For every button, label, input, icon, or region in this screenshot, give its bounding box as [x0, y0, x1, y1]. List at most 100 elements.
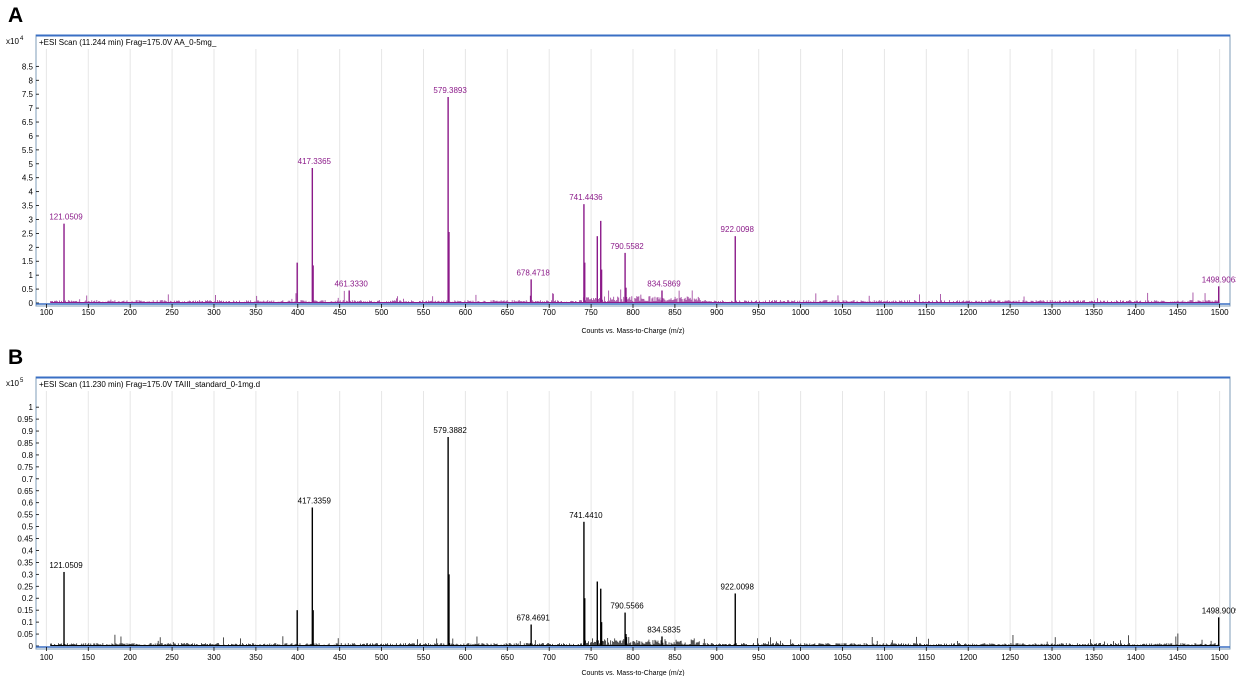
x-tick-label: 750: [584, 653, 598, 662]
x-tick-label: 1350: [1085, 653, 1103, 662]
peak-label: 834.5835: [647, 625, 681, 634]
peak-label: 790.5582: [610, 242, 644, 251]
peak-label: 417.3359: [298, 496, 332, 505]
x-tick-label: 850: [668, 653, 682, 662]
x-tick-label: 900: [710, 308, 724, 317]
y-tick-label: 6.5: [22, 118, 34, 127]
y-tick-label: 0.5: [22, 523, 34, 532]
x-tick-label: 1350: [1085, 308, 1103, 317]
x-tick-label: 750: [584, 308, 598, 317]
y-tick-label: 0.3: [22, 570, 34, 579]
x-tick-label: 1000: [792, 308, 810, 317]
y-tick-label: 0: [29, 642, 34, 651]
y-tick-label: 2: [29, 243, 34, 252]
y-tick-label: 0.8: [22, 451, 34, 460]
y-tick-label: 4: [29, 188, 34, 197]
y-tick-label: 0: [29, 299, 34, 308]
x-tick-label: 650: [501, 308, 515, 317]
scan-title: +ESI Scan (11.230 min) Frag=175.0V TAIII…: [39, 380, 260, 389]
y-tick-label: 2.5: [22, 229, 34, 238]
y-tick-label: 8.5: [22, 62, 34, 71]
x-tick-label: 600: [459, 653, 473, 662]
x-tick-label: 1450: [1169, 653, 1187, 662]
peak-label: 579.3882: [433, 426, 467, 435]
x-tick-label: 300: [207, 653, 221, 662]
x-tick-label: 500: [375, 308, 389, 317]
y-tick-label: 0.65: [17, 487, 33, 496]
x-tick-label: 1400: [1127, 308, 1145, 317]
panel-letter: A: [8, 4, 23, 27]
x-tick-label: 1300: [1043, 653, 1061, 662]
x-tick-label: 1100: [876, 653, 894, 662]
y-tick-label: 3: [29, 215, 34, 224]
y-tick-label: 0.85: [17, 439, 33, 448]
y-tick-label: 0.1: [22, 618, 34, 627]
x-tick-label: 1500: [1211, 308, 1229, 317]
peak-label: 121.0509: [49, 213, 83, 222]
x-tick-label: 350: [249, 653, 263, 662]
y-multiplier-base: x10: [6, 379, 19, 388]
spectrum-panel-b: B +ESI Scan (11.230 min) Frag=175.0V TAII…: [6, 346, 1236, 676]
x-tick-label: 600: [459, 308, 473, 317]
y-tick-label: 1.5: [22, 257, 34, 266]
panel-letter: B: [8, 346, 23, 369]
y-tick-label: 0.15: [17, 606, 33, 615]
x-tick-label: 150: [82, 308, 96, 317]
x-tick-label: 300: [207, 308, 221, 317]
y-multiplier-exponent: 5: [20, 378, 24, 384]
y-tick-label: 0.2: [22, 594, 34, 603]
y-tick-label: 5: [29, 160, 34, 169]
x-tick-label: 200: [124, 308, 138, 317]
x-axis-title: Counts vs. Mass-to-Charge (m/z): [581, 328, 684, 335]
x-tick-label: 900: [710, 653, 724, 662]
x-tick-label: 1200: [959, 653, 977, 662]
y-tick-label: 0.95: [17, 415, 33, 424]
y-tick-label: 0.6: [22, 499, 34, 508]
x-tick-label: 250: [165, 308, 179, 317]
y-tick-label: 0.4: [22, 546, 34, 555]
x-tick-label: 1100: [876, 308, 894, 317]
peak-label: 417.3365: [298, 157, 332, 166]
spectrum-panel-a: A +ESI Scan (11.244 min) Frag=175.0V AA_0…: [6, 4, 1236, 335]
x-tick-label: 100: [40, 653, 54, 662]
x-tick-label: 100: [40, 308, 54, 317]
x-tick-label: 1150: [918, 308, 936, 317]
y-tick-label: 0.75: [17, 463, 33, 472]
peak-label: 1498.9009: [1202, 606, 1236, 615]
y-tick-label: 7: [29, 104, 34, 113]
x-tick-label: 1150: [918, 653, 936, 662]
x-tick-label: 250: [165, 653, 179, 662]
x-tick-label: 550: [417, 653, 431, 662]
y-multiplier-exponent: 4: [20, 36, 24, 42]
peak-label: 741.4410: [569, 511, 603, 520]
x-tick-label: 500: [375, 653, 389, 662]
y-tick-label: 8: [29, 76, 34, 85]
x-tick-label: 200: [124, 653, 138, 662]
x-tick-label: 1250: [1001, 308, 1019, 317]
x-tick-label: 450: [333, 653, 347, 662]
peak-label: 922.0098: [721, 225, 755, 234]
y-tick-label: 0.05: [17, 630, 33, 639]
x-tick-label: 150: [82, 653, 96, 662]
x-tick-label: 1000: [792, 653, 810, 662]
peak-label: 1498.9063: [1202, 275, 1236, 284]
peak-label: 790.5566: [610, 602, 644, 611]
y-tick-label: 0.55: [17, 511, 33, 520]
x-tick-label: 450: [333, 308, 347, 317]
y-tick-label: 0.45: [17, 535, 33, 544]
x-tick-label: 850: [668, 308, 682, 317]
peak-label: 741.4436: [569, 193, 603, 202]
x-tick-label: 700: [543, 308, 557, 317]
x-tick-label: 1050: [834, 308, 852, 317]
y-tick-label: 4.5: [22, 174, 34, 183]
y-tick-label: 3.5: [22, 202, 34, 211]
x-tick-label: 700: [543, 653, 557, 662]
x-tick-label: 950: [752, 653, 766, 662]
y-tick-label: 0.5: [22, 285, 34, 294]
y-tick-label: 0.7: [22, 475, 34, 484]
x-tick-label: 650: [501, 653, 515, 662]
x-tick-label: 1500: [1211, 653, 1229, 662]
y-multiplier-base: x10: [6, 37, 19, 46]
y-tick-label: 1: [29, 403, 34, 412]
x-tick-label: 950: [752, 308, 766, 317]
